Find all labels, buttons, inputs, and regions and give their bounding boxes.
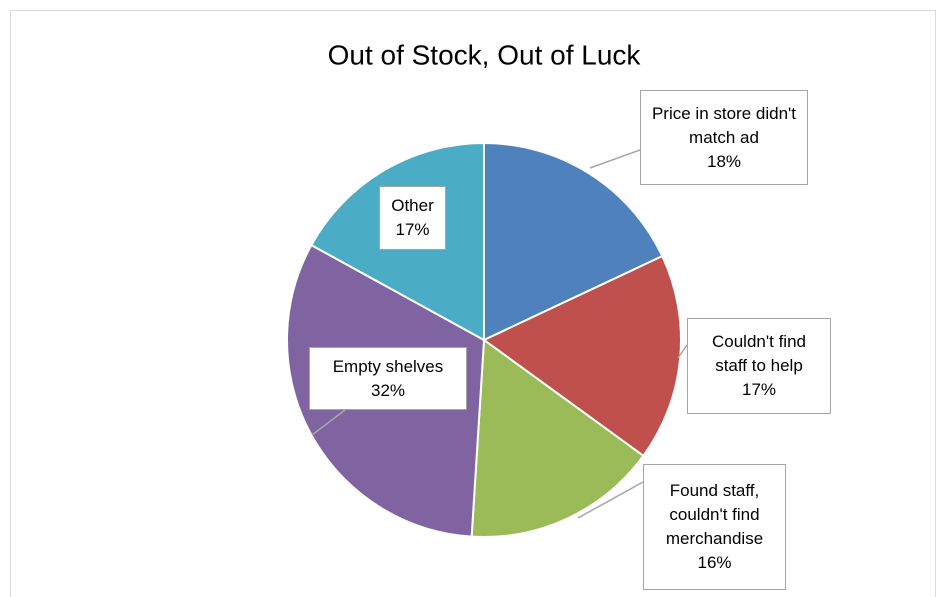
data-label-value: 32% xyxy=(370,380,406,400)
pie-slice xyxy=(483,141,664,342)
callout-pointer xyxy=(577,481,644,519)
data-label-value: 17% xyxy=(395,220,430,239)
callout-pointer xyxy=(311,409,346,436)
data-label-value: 18% xyxy=(706,151,742,171)
data-label-name: Other xyxy=(391,196,434,215)
data-label: Price in store didn't match ad 18% xyxy=(640,90,808,185)
data-label: Found staff, couldn't find merchandise 16… xyxy=(643,464,786,590)
callout-pointer xyxy=(589,149,641,169)
pie-slice xyxy=(482,254,682,458)
data-label-value: 17% xyxy=(741,380,777,399)
pie-slice xyxy=(470,338,645,538)
data-label-value: 16% xyxy=(697,553,732,572)
data-label-name: Couldn't find staff to help xyxy=(712,332,806,375)
data-label-name: Found staff, couldn't find merchandise xyxy=(665,481,764,548)
chart-title: Out of Stock, Out of Luck xyxy=(328,39,642,70)
callout-pointer xyxy=(677,344,688,359)
data-label: Couldn't find staff to help 17% xyxy=(687,318,831,414)
data-label-name: Price in store didn't match ad xyxy=(651,103,797,147)
data-label: Empty shelves 32% xyxy=(309,347,467,410)
data-label-name: Empty shelves xyxy=(332,356,444,376)
data-label: Other 17% xyxy=(379,186,446,250)
